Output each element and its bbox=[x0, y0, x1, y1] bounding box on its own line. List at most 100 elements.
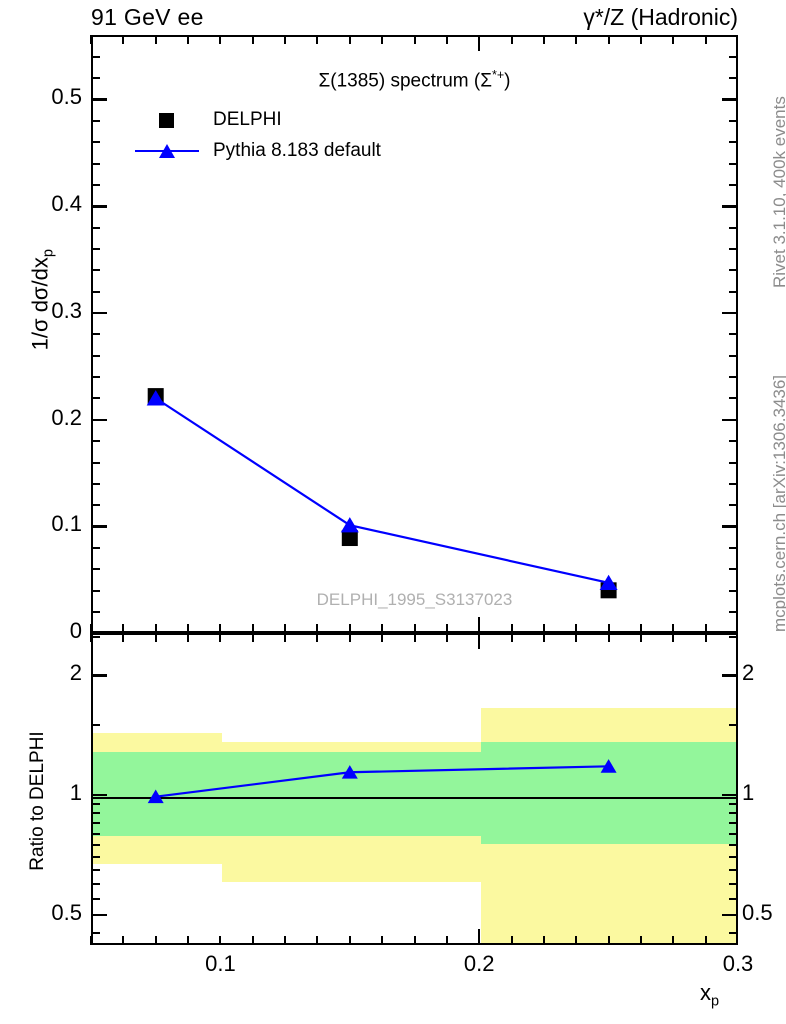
ratio-y-major-tick bbox=[91, 913, 107, 917]
ratio-x-tick bbox=[154, 633, 157, 642]
ratio-y-minor-tick bbox=[729, 868, 738, 871]
square-marker-icon bbox=[135, 110, 199, 130]
y-minor-tick bbox=[91, 397, 100, 400]
y-minor-tick bbox=[729, 589, 738, 592]
ratio-y-minor-tick bbox=[729, 897, 738, 900]
x-tick bbox=[348, 35, 351, 44]
x-tick bbox=[251, 624, 254, 633]
ratio-x-tick bbox=[575, 936, 578, 945]
ratio-x-tick bbox=[575, 633, 578, 642]
y-minor-tick bbox=[729, 141, 738, 144]
ratio-x-tick bbox=[284, 633, 287, 642]
x-tick bbox=[251, 35, 254, 44]
ratio-pythia-point bbox=[147, 789, 164, 804]
ratio-x-tick bbox=[154, 936, 157, 945]
y-major-tick bbox=[722, 311, 738, 315]
y-major-tick bbox=[91, 525, 107, 528]
beam-energy-label: 91 GeV ee bbox=[91, 4, 204, 30]
ratio-y-major-tick bbox=[91, 793, 107, 797]
x-tick bbox=[639, 35, 642, 44]
ratio-y-minor-tick bbox=[91, 882, 100, 885]
ratio-y-minor-tick bbox=[729, 822, 738, 825]
pythia-data-point bbox=[340, 517, 359, 533]
y-minor-tick bbox=[729, 120, 738, 123]
y-major-tick bbox=[91, 98, 107, 101]
pythia-data-point bbox=[146, 390, 165, 406]
ratio-pythia-point bbox=[341, 765, 358, 779]
x-tick-label: 0.2 bbox=[463, 951, 495, 976]
y-minor-tick bbox=[729, 184, 738, 187]
y-major-tick bbox=[91, 632, 107, 635]
pythia-data-point bbox=[599, 574, 618, 591]
x-tick bbox=[704, 35, 707, 44]
y-minor-tick bbox=[729, 504, 738, 507]
y-minor-tick bbox=[91, 141, 100, 144]
y-minor-tick bbox=[729, 376, 738, 379]
y-major-tick bbox=[91, 205, 107, 208]
ratio-x-tick bbox=[187, 936, 190, 945]
x-tick bbox=[348, 624, 351, 633]
ratio-y-minor-tick bbox=[91, 843, 100, 846]
y-minor-tick bbox=[91, 482, 100, 485]
y-minor-tick bbox=[729, 226, 738, 229]
ratio-x-tick bbox=[219, 633, 222, 642]
x-tick bbox=[704, 624, 707, 633]
ratio-y-minor-tick bbox=[91, 932, 100, 935]
y-minor-tick bbox=[729, 248, 738, 251]
ratio-pythia-point bbox=[600, 759, 617, 773]
x-tick bbox=[542, 35, 545, 44]
y-major-tick bbox=[722, 98, 738, 101]
ratio-x-tick bbox=[445, 936, 448, 945]
x-tick bbox=[381, 624, 384, 633]
x-tick bbox=[187, 35, 190, 44]
y-tick-label: 0.5 bbox=[51, 84, 82, 110]
ratio-x-tick bbox=[607, 936, 610, 945]
y-minor-tick bbox=[91, 504, 100, 507]
triangle-marker-icon bbox=[135, 141, 199, 161]
ratio-x-tick bbox=[672, 633, 675, 642]
x-tick bbox=[219, 35, 222, 44]
x-tick bbox=[510, 35, 513, 44]
x-tick bbox=[187, 624, 190, 633]
ratio-y-tick-label-right: 2 bbox=[742, 660, 755, 686]
y-minor-tick bbox=[729, 34, 738, 37]
ratio-x-tick bbox=[90, 936, 92, 945]
y-minor-tick bbox=[91, 290, 100, 293]
x-tick bbox=[445, 624, 448, 633]
ratio-plot-panel bbox=[91, 633, 738, 945]
ratio-y-minor-tick bbox=[729, 932, 738, 935]
x-tick bbox=[575, 624, 578, 633]
x-tick bbox=[672, 624, 675, 633]
y-minor-tick bbox=[729, 56, 738, 59]
y-minor-tick bbox=[91, 354, 100, 357]
ratio-y-major-tick bbox=[722, 913, 738, 917]
ratio-x-tick bbox=[348, 633, 351, 642]
legend-item-pythia[interactable]: Pythia 8.183 default bbox=[135, 135, 381, 166]
ratio-y-minor-tick bbox=[729, 803, 738, 806]
y-minor-tick bbox=[729, 546, 738, 549]
ratio-x-tick bbox=[477, 929, 481, 945]
ratio-x-tick bbox=[348, 936, 351, 945]
x-tick-label: 0.3 bbox=[722, 951, 754, 976]
pythia-line bbox=[155, 397, 609, 584]
ratio-y-tick-label: 2 bbox=[69, 660, 82, 686]
y-minor-tick bbox=[729, 568, 738, 571]
ratio-x-tick bbox=[90, 633, 92, 642]
ratio-x-tick bbox=[219, 936, 222, 945]
y-minor-tick bbox=[729, 333, 738, 336]
x-tick bbox=[122, 35, 125, 44]
ratio-y-minor-tick bbox=[729, 724, 738, 727]
x-tick bbox=[154, 624, 157, 633]
legend-label: Pythia 8.183 default bbox=[213, 139, 381, 161]
x-tick bbox=[90, 624, 92, 633]
ratio-y-tick-label: 1 bbox=[69, 779, 82, 805]
ratio-x-tick bbox=[284, 936, 287, 945]
y-tick-label: 0.1 bbox=[51, 511, 82, 537]
y-minor-tick bbox=[91, 269, 100, 272]
legend-label: DELPHI bbox=[213, 108, 282, 130]
x-axis-title: xp bbox=[700, 980, 719, 1009]
ratio-x-tick bbox=[413, 633, 416, 642]
legend-item-delphi[interactable]: DELPHI bbox=[135, 104, 381, 135]
ratio-y-major-tick bbox=[722, 793, 738, 797]
